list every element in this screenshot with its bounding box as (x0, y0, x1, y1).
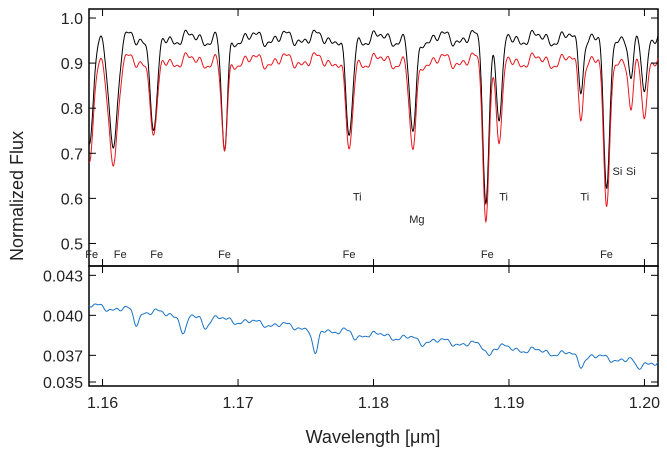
line-label-5: Fe (343, 249, 356, 261)
line-label-0: Fe (85, 249, 98, 261)
bottom-xtick-label: 1.18 (358, 395, 389, 412)
line-label-2: Fe (150, 249, 163, 261)
bottom-xtick-label: 1.20 (629, 395, 660, 412)
bottom-series-group (89, 304, 658, 369)
top-ytick-label: 0.6 (61, 191, 83, 208)
bottom-ytick-label: 0.040 (43, 308, 83, 325)
bottom-x-axis-title: Wavelength [μm] (306, 427, 441, 447)
top-plot-frame (89, 9, 658, 266)
top-ytick-label: 0.9 (61, 56, 83, 73)
top-y-axis: 0.5 0.6 0.7 0.8 0.9 1.0 (61, 11, 658, 253)
line-label-10: Fe (600, 249, 613, 261)
bottom-plot-frame (89, 266, 658, 386)
bottom-xtick-label: 1.16 (87, 395, 118, 412)
bottom-ytick-label: 0.037 (43, 348, 83, 365)
line-label-12: Si (626, 166, 636, 178)
bottom-ytick-label: 0.035 (43, 375, 83, 392)
line-label-8: Ti (499, 192, 508, 204)
top-ytick-label: 1.0 (61, 11, 83, 28)
bottom-xtick-label: 1.19 (493, 395, 524, 412)
line-label-1: Fe (114, 249, 127, 261)
line-label-6: Mg (409, 214, 424, 226)
line-label-3: Fe (218, 249, 231, 261)
top-ytick-label: 0.7 (61, 146, 83, 163)
top-series-line-0 (89, 30, 658, 204)
top-ytick-label: 0.8 (61, 101, 83, 118)
line-label-9: Ti (580, 192, 589, 204)
bottom-xtick-label: 1.17 (222, 395, 253, 412)
top-line-labels: Fe Fe Fe Fe Ti Fe Mg Fe Ti Ti Fe Si Si (85, 166, 636, 261)
line-label-11: Si (613, 166, 623, 178)
bottom-x-axis: 1.16 1.17 1.18 1.19 1.20 (87, 266, 660, 412)
top-y-axis-title: Normalized Flux (7, 131, 27, 261)
top-x-ticks (103, 9, 645, 266)
line-label-7: Fe (481, 249, 494, 261)
bottom-y-axis: 0.035 0.037 0.040 0.043 (43, 268, 658, 392)
bottom-ytick-label: 0.043 (43, 268, 83, 285)
top-ytick-label: 0.5 (61, 236, 83, 253)
top-series-group (89, 30, 658, 222)
bottom-series-line-0 (89, 304, 658, 369)
top-series-line-1 (89, 53, 658, 222)
line-label-4: Ti (353, 192, 362, 204)
bottom-panel: 0.035 0.037 0.040 0.043 1.16 1.17 1.18 1.19 1.2… (43, 266, 660, 447)
